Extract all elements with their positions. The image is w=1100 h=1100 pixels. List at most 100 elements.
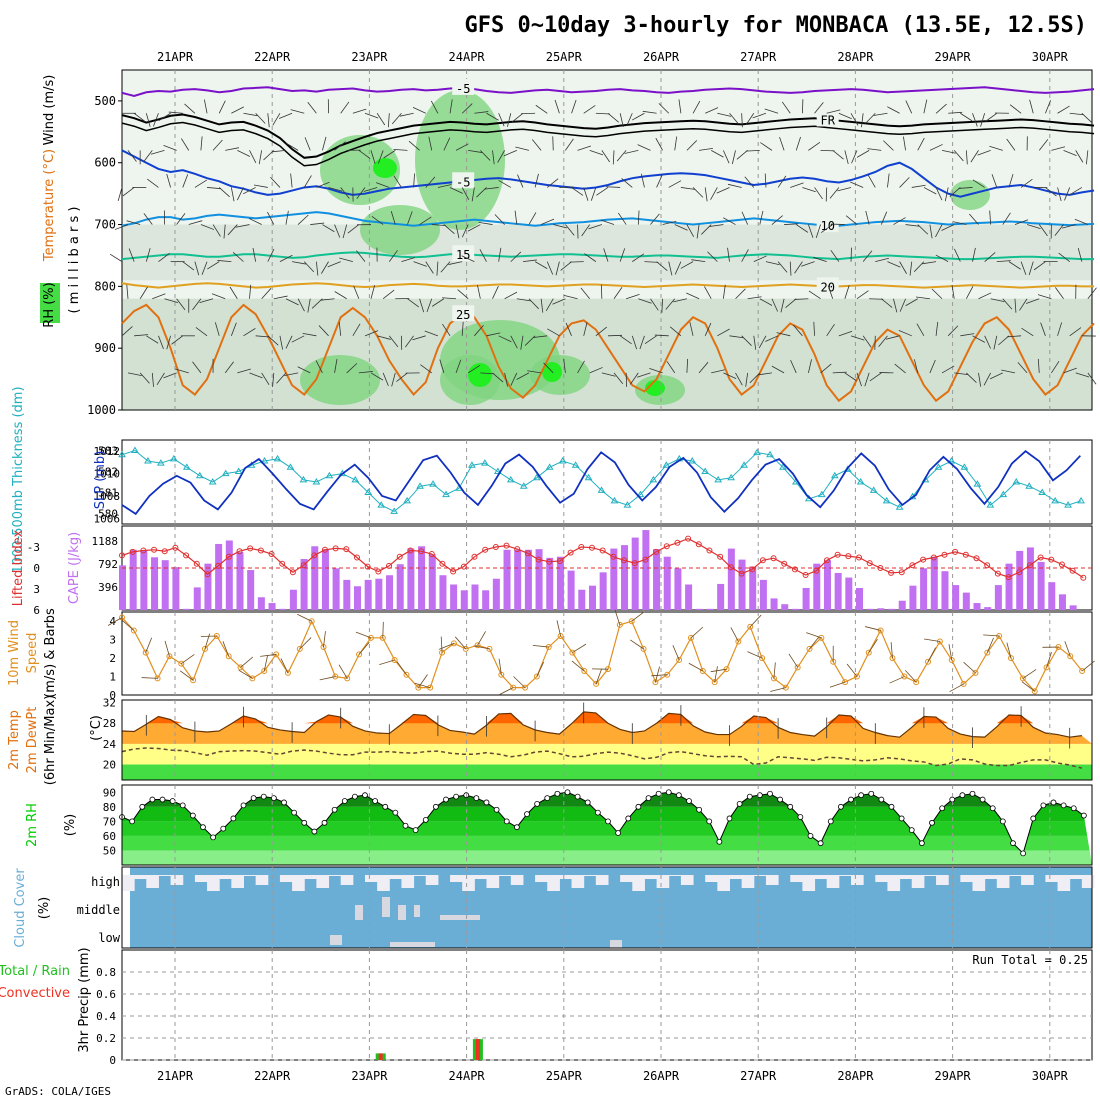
cape-bar [1026, 547, 1034, 610]
wind-point [984, 649, 991, 656]
wind-barb [164, 298, 179, 303]
cloud-high-gap [134, 875, 147, 879]
thick-point [351, 475, 360, 483]
thick-point [390, 507, 399, 514]
surface-wind-barb [986, 637, 994, 653]
wind-barb [875, 257, 889, 263]
wind-barb [207, 261, 220, 270]
wind-barb [478, 221, 493, 225]
wind-barb [158, 252, 170, 262]
cloud-cover-panel: high middle low [77, 866, 1095, 949]
rh-point [432, 803, 439, 810]
wind-barb [158, 335, 164, 350]
li-point [183, 552, 190, 559]
wind-barb [139, 372, 150, 384]
wind-barb [689, 322, 694, 336]
wind-barb [759, 298, 773, 306]
wind-barb [1037, 294, 1052, 300]
cape-bar [941, 571, 949, 610]
wind-point [1079, 668, 1086, 675]
surface-wind-barb [749, 614, 762, 628]
wind-barb [272, 113, 281, 126]
wind-barb [629, 372, 639, 385]
surface-wind-barb [948, 644, 953, 661]
wind-barb [468, 149, 483, 153]
wind-barb [358, 371, 373, 374]
cloud-gap [390, 942, 435, 947]
wind-barb [128, 248, 135, 262]
wind-barb [192, 361, 202, 374]
pressure-tick: 700 [94, 218, 116, 232]
wind-barb [1020, 178, 1033, 188]
wind-barb [292, 261, 306, 265]
rh-point [665, 789, 672, 796]
wind-point [474, 642, 481, 649]
wind-barb [188, 220, 203, 225]
cloud-high-gap [413, 875, 427, 876]
rh-point [1030, 815, 1037, 822]
cape-bar [129, 549, 137, 610]
wind-point [178, 660, 185, 667]
wind-barb [310, 222, 325, 225]
cape-bar [567, 570, 575, 610]
day-label-top: 30APR [1032, 50, 1069, 64]
wind-barb [821, 224, 833, 233]
wind-barb [935, 224, 943, 238]
cloud-high-gap [984, 875, 998, 879]
wind-barb [958, 187, 973, 189]
wind-barb [745, 149, 760, 152]
li-point [418, 548, 425, 555]
precip-label-b: Convective [0, 986, 70, 1001]
cape-bar [952, 585, 960, 610]
day-label-top: 27APR [740, 50, 777, 64]
wind-barb [595, 326, 607, 337]
wind-barb [442, 323, 451, 337]
wind-barb [1063, 149, 1077, 156]
cloud-high-gap [243, 875, 257, 876]
rh-point [200, 824, 206, 831]
wind-barb [1008, 261, 1021, 270]
wind-barb [662, 221, 677, 225]
wind-barb [745, 113, 755, 126]
thick-point [558, 457, 567, 464]
cape-bar [759, 579, 767, 610]
isotherm-line-fr2 [121, 121, 1095, 167]
wind-barb [780, 298, 785, 313]
surface-wind-barb [890, 642, 893, 659]
wind-point [782, 684, 789, 691]
wind-barb [747, 296, 762, 300]
surface-wind-barb [477, 631, 486, 646]
pressure-tick: 900 [94, 341, 116, 355]
temp-tick: 28 [103, 717, 116, 730]
rh-point [594, 809, 601, 816]
wind-barb [212, 139, 223, 151]
wind-barb [200, 136, 203, 151]
thick-point [623, 501, 632, 508]
wind-barb [547, 328, 560, 337]
surface-wind-barb [1064, 641, 1071, 657]
wind-barb [510, 251, 522, 262]
rh-point [159, 796, 166, 803]
wind-barb [272, 372, 275, 387]
wind-point [569, 649, 576, 656]
rh-blob [415, 90, 505, 230]
surface-wind-barb [651, 674, 668, 677]
rh-blob [320, 135, 400, 205]
wind-barb [650, 213, 660, 225]
cloud-high-gap [498, 875, 512, 876]
wind-barb [334, 224, 341, 238]
surface-wind-barb [614, 609, 621, 626]
wind-barb [117, 187, 123, 202]
wind-barb [126, 220, 141, 225]
wind-point [261, 668, 268, 675]
thick-point [688, 457, 697, 464]
li-point [930, 554, 937, 561]
wind-barb [595, 112, 610, 115]
wind-barb [356, 187, 366, 200]
wind-barb [899, 298, 906, 312]
wind-barb [654, 334, 669, 337]
wind-frame [121, 611, 1093, 696]
wind-barb [224, 361, 234, 374]
rh-band [122, 821, 1092, 836]
li-point [706, 547, 713, 554]
